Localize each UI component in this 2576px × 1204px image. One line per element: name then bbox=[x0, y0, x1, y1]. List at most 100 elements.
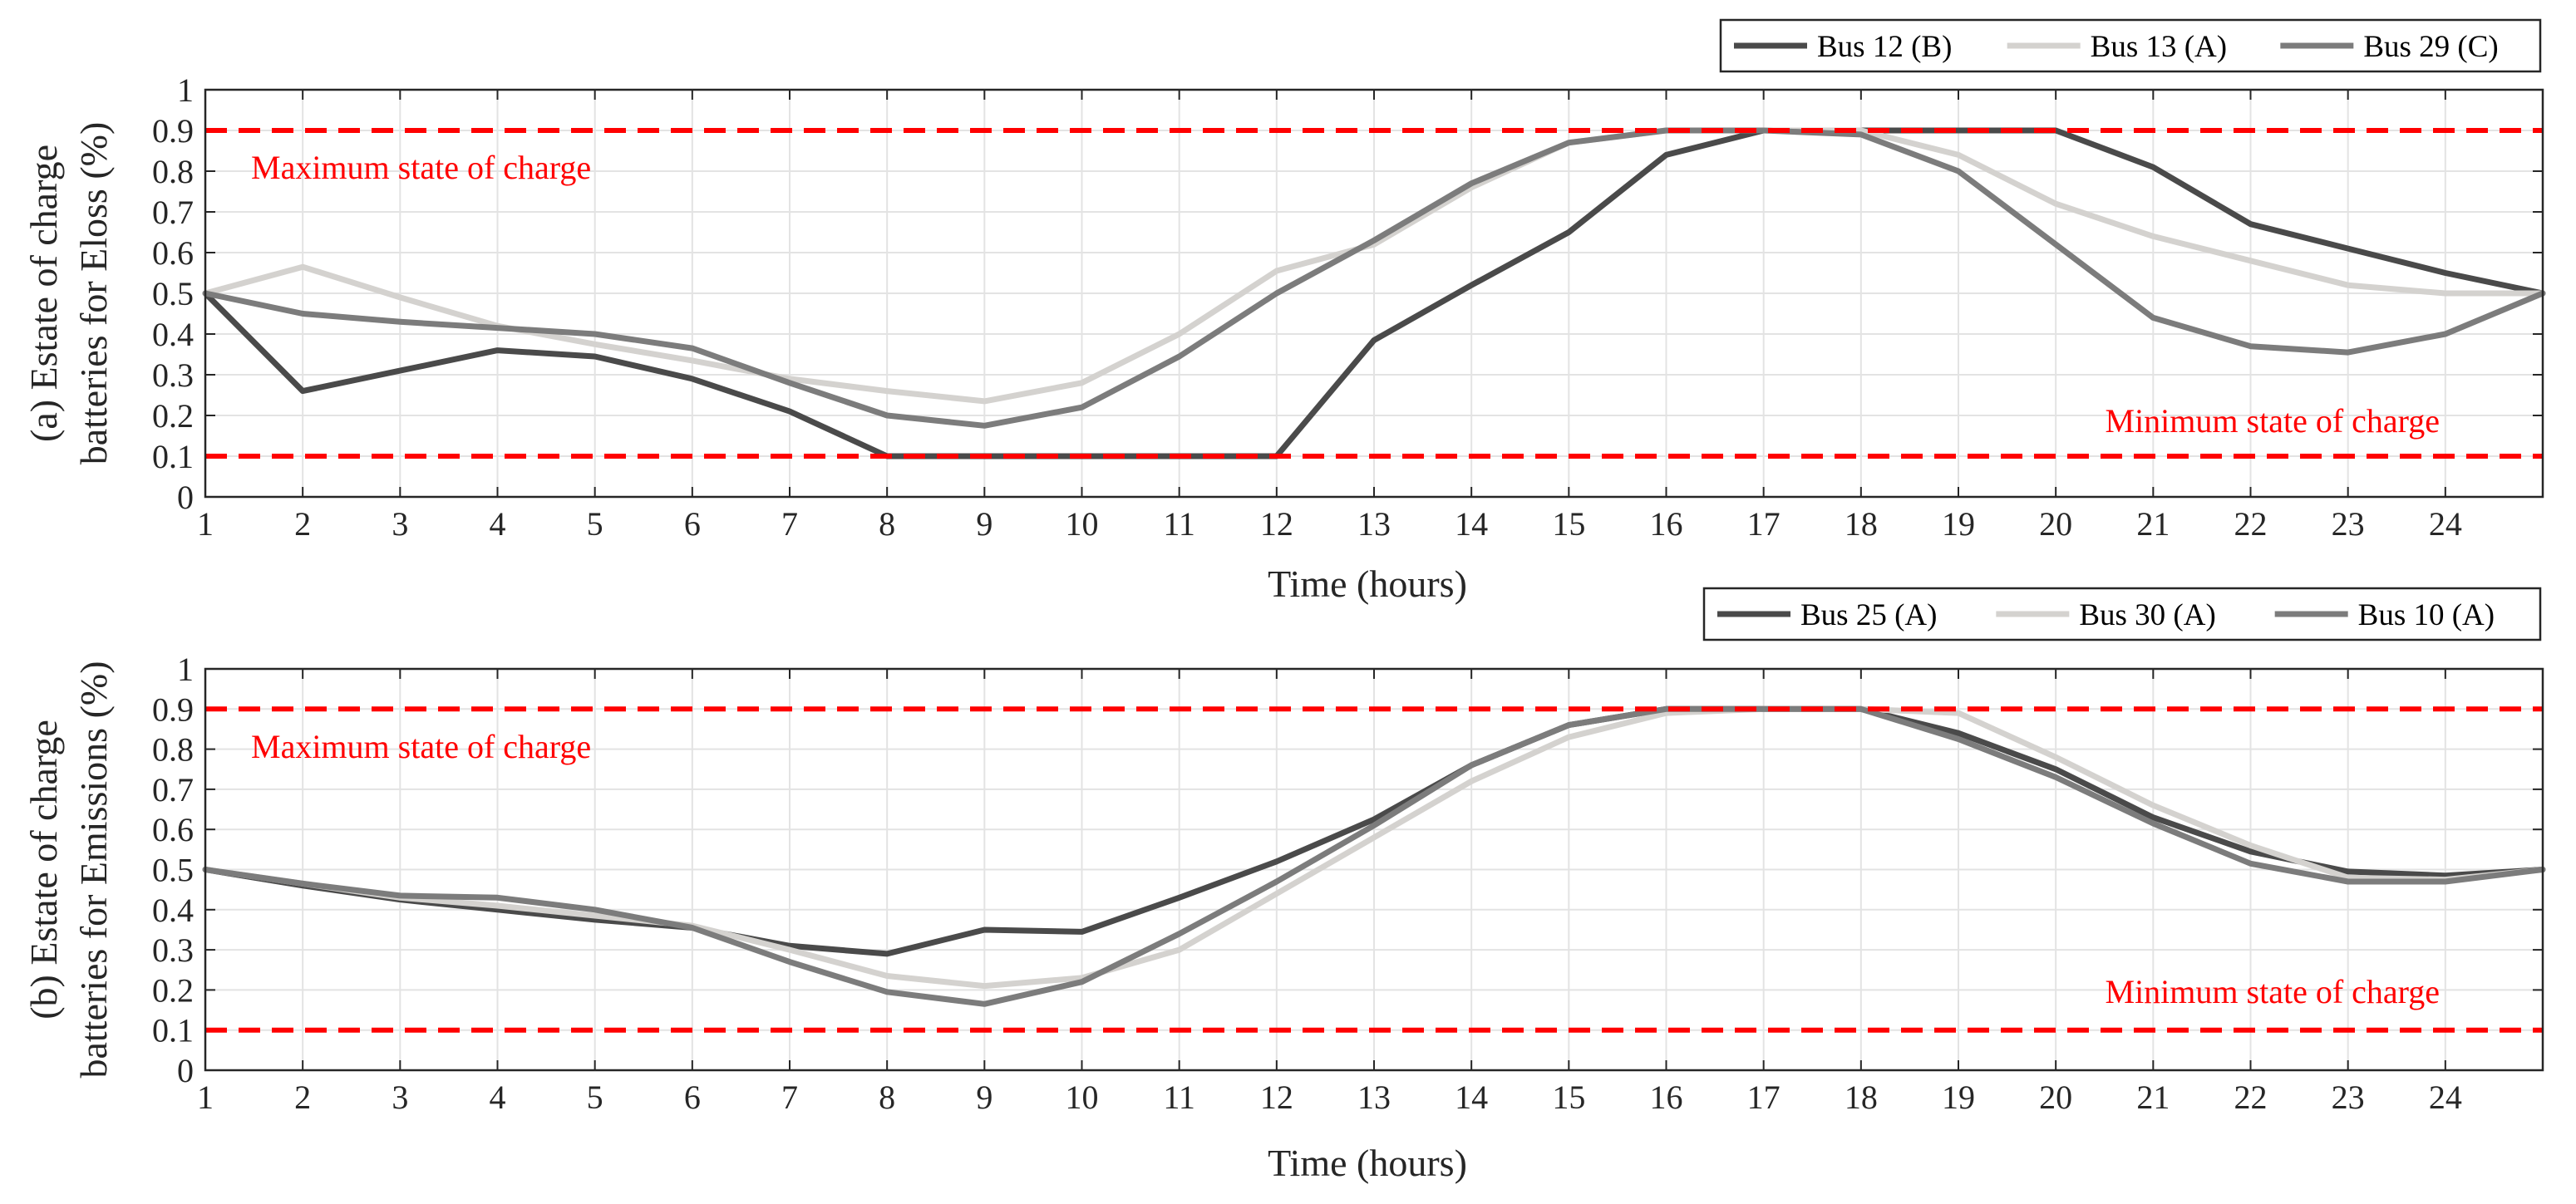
legend-label: Bus 25 (A) bbox=[1800, 598, 1937, 632]
y-tick-label: 0.6 bbox=[152, 234, 194, 272]
panel-b-chart: 1 2 3 4 5 6 7 8 9 10 11 12 13 14 15 16 17 18 19 20 21 22 23 240… bbox=[22, 587, 2546, 1184]
x-tick-label: 20 bbox=[2039, 1079, 2072, 1116]
x-tick-label: 12 bbox=[1260, 505, 1293, 543]
x-tick-label: 7 bbox=[781, 505, 798, 543]
axes-frame bbox=[204, 667, 2544, 1072]
x-tick-label: 24 bbox=[2429, 1079, 2462, 1116]
y-tick-label: 0.9 bbox=[152, 690, 194, 728]
series-line-bus-29-c bbox=[202, 127, 2546, 429]
x-tick-label: 16 bbox=[1650, 505, 1683, 543]
x-tick-label: 6 bbox=[684, 505, 701, 543]
y-tick-label: 0.6 bbox=[152, 811, 194, 848]
y-tick-label: 1 bbox=[177, 651, 194, 688]
axes-frame bbox=[204, 88, 2544, 499]
x-tick-label: 23 bbox=[2332, 505, 2365, 543]
x-tick-label: 10 bbox=[1066, 505, 1099, 543]
x-tick-label: 14 bbox=[1455, 505, 1488, 543]
x-tick-label: 9 bbox=[976, 1079, 992, 1116]
series-line-bus-13-a bbox=[202, 127, 2546, 405]
series-line-bus-12-b bbox=[202, 127, 2546, 459]
y-tick-label: 0 bbox=[177, 479, 194, 516]
y-axis-label-line1: (a) Estate of charge bbox=[22, 145, 65, 442]
x-tick-label: 19 bbox=[1942, 1079, 1975, 1116]
y-tick-label: 0.2 bbox=[152, 971, 194, 1009]
min-soc-annotation: Minimum state of charge bbox=[2106, 973, 2441, 1010]
y-axis-label-line2: batteries for Emissions (%) bbox=[72, 661, 115, 1078]
x-tick-label: 2 bbox=[294, 1079, 311, 1116]
legend-label: Bus 13 (A) bbox=[2091, 30, 2227, 64]
x-tick-label: 22 bbox=[2234, 505, 2268, 543]
x-tick-label: 4 bbox=[490, 505, 506, 543]
y-tick-label: 0.1 bbox=[152, 1012, 194, 1049]
x-tick-label: 12 bbox=[1260, 1079, 1293, 1116]
x-tick-label: 21 bbox=[2136, 505, 2170, 543]
y-tick-label: 0 bbox=[177, 1052, 194, 1089]
x-tick-label: 4 bbox=[490, 1079, 506, 1116]
y-tick-label: 0.5 bbox=[152, 275, 194, 312]
y-tick-label: 0.2 bbox=[152, 397, 194, 435]
legend: Bus 25 (A) Bus 30 (A) Bus 10 (A) bbox=[1702, 587, 2542, 641]
x-tick-label: 5 bbox=[587, 1079, 603, 1116]
series-line-bus-10-a bbox=[202, 705, 2546, 1007]
x-tick-label: 13 bbox=[1357, 1079, 1391, 1116]
series-line-bus-30-a bbox=[202, 705, 2546, 990]
x-tick-label: 14 bbox=[1455, 1079, 1488, 1116]
x-tick-label: 23 bbox=[2332, 1079, 2365, 1116]
x-tick-label: 8 bbox=[879, 505, 895, 543]
y-axis-label-line2: batteries for Eloss (%) bbox=[72, 122, 115, 465]
y-tick-label: 0.8 bbox=[152, 731, 194, 769]
x-tick-label: 13 bbox=[1357, 505, 1391, 543]
x-tick-label: 2 bbox=[294, 505, 311, 543]
y-axis-label-line1: (b) Estate of charge bbox=[22, 720, 65, 1020]
min-soc-annotation: Minimum state of charge bbox=[2106, 402, 2441, 440]
y-tick-label: 0.1 bbox=[152, 438, 194, 475]
x-tick-label: 19 bbox=[1942, 505, 1975, 543]
x-tick-label: 7 bbox=[781, 1079, 798, 1116]
x-tick-label: 8 bbox=[879, 1079, 895, 1116]
legend-label: Bus 29 (C) bbox=[2363, 30, 2498, 64]
x-axis-label: Time (hours) bbox=[1268, 1142, 1467, 1184]
x-tick-label: 21 bbox=[2136, 1079, 2170, 1116]
x-tick-label: 17 bbox=[1747, 505, 1781, 543]
y-tick-label: 0.4 bbox=[152, 316, 194, 353]
x-tick-label: 6 bbox=[684, 1079, 701, 1116]
legend-box bbox=[1702, 587, 2542, 641]
x-tick-label: 5 bbox=[587, 505, 603, 543]
series-line-bus-25-a bbox=[202, 705, 2546, 957]
y-tick-label: 0.9 bbox=[152, 112, 194, 150]
x-tick-label: 1 bbox=[197, 505, 214, 543]
y-tick-label: 0.4 bbox=[152, 892, 194, 929]
x-tick-label: 20 bbox=[2039, 505, 2072, 543]
x-tick-label: 18 bbox=[1845, 1079, 1878, 1116]
x-tick-label: 11 bbox=[1163, 505, 1195, 543]
panel-a-chart: 1 2 3 4 5 6 7 8 9 10 11 12 13 14 15 16 17 18 19 20 21 22 23 240… bbox=[22, 18, 2546, 605]
x-tick-label: 9 bbox=[976, 505, 992, 543]
legend-label: Bus 12 (B) bbox=[1817, 30, 1952, 64]
y-tick-label: 0.3 bbox=[152, 356, 194, 394]
y-tick-label: 0.5 bbox=[152, 852, 194, 889]
legend-label: Bus 10 (A) bbox=[2358, 598, 2495, 632]
max-soc-annotation: Maximum state of charge bbox=[251, 149, 591, 186]
y-tick-label: 0.7 bbox=[152, 771, 194, 808]
x-tick-label: 18 bbox=[1845, 505, 1878, 543]
x-tick-label: 22 bbox=[2234, 1079, 2268, 1116]
x-tick-label: 15 bbox=[1552, 505, 1585, 543]
x-axis-label: Time (hours) bbox=[1268, 563, 1467, 605]
y-tick-label: 0.7 bbox=[152, 194, 194, 231]
legend-box bbox=[1719, 18, 2542, 73]
legend: Bus 12 (B) Bus 13 (A) Bus 29 (C) bbox=[1719, 18, 2542, 73]
x-tick-label: 15 bbox=[1552, 1079, 1585, 1116]
x-tick-label: 3 bbox=[392, 1079, 408, 1116]
x-tick-label: 17 bbox=[1747, 1079, 1781, 1116]
x-tick-label: 3 bbox=[392, 505, 408, 543]
x-tick-label: 11 bbox=[1163, 1079, 1195, 1116]
y-tick-label: 0.8 bbox=[152, 153, 194, 190]
x-tick-label: 16 bbox=[1650, 1079, 1683, 1116]
legend-label: Bus 30 (A) bbox=[2079, 598, 2215, 632]
x-tick-label: 1 bbox=[197, 1079, 214, 1116]
y-tick-label: 0.3 bbox=[152, 931, 194, 969]
x-tick-label: 10 bbox=[1066, 1079, 1099, 1116]
y-tick-label: 1 bbox=[177, 71, 194, 109]
max-soc-annotation: Maximum state of charge bbox=[251, 728, 591, 765]
